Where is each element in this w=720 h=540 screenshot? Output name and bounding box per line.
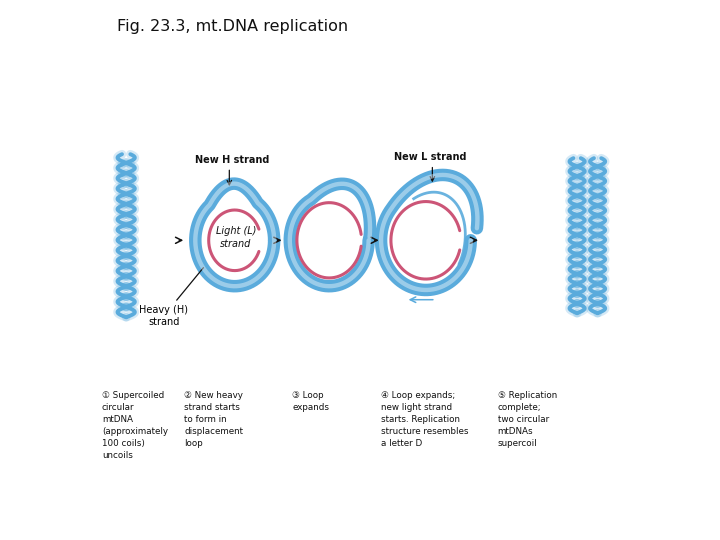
Text: ① Supercoiled
circular
mtDNA
(approximately
100 coils)
uncoils: ① Supercoiled circular mtDNA (approximat… <box>102 392 168 460</box>
Text: Light (L)
strand: Light (L) strand <box>215 226 256 249</box>
Text: New L strand: New L strand <box>394 152 467 162</box>
Text: Fig. 23.3, mt.DNA replication: Fig. 23.3, mt.DNA replication <box>117 19 348 34</box>
Text: ⑤ Replication
complete;
two circular
mtDNAs
supercoil: ⑤ Replication complete; two circular mtD… <box>498 392 557 448</box>
Text: ② New heavy
strand starts
to form in
displacement
loop: ② New heavy strand starts to form in dis… <box>184 392 243 448</box>
Text: New H strand: New H strand <box>195 154 269 165</box>
Text: ③ Loop
expands: ③ Loop expands <box>292 392 330 413</box>
Text: ④ Loop expands;
new light strand
starts. Replication
structure resembles
a lette: ④ Loop expands; new light strand starts.… <box>381 392 468 448</box>
Text: Heavy (H)
strand: Heavy (H) strand <box>139 268 203 327</box>
